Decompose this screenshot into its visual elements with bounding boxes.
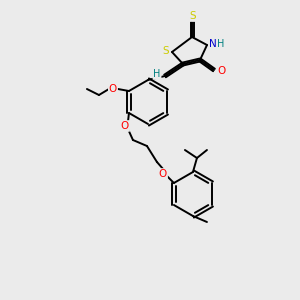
Text: S: S <box>190 11 196 21</box>
Text: S: S <box>163 46 169 56</box>
Text: O: O <box>159 169 167 179</box>
Text: H: H <box>217 39 225 49</box>
Text: O: O <box>217 66 225 76</box>
Text: O: O <box>121 121 129 131</box>
Text: O: O <box>109 84 117 94</box>
Text: N: N <box>209 39 217 49</box>
Text: H: H <box>153 69 161 79</box>
